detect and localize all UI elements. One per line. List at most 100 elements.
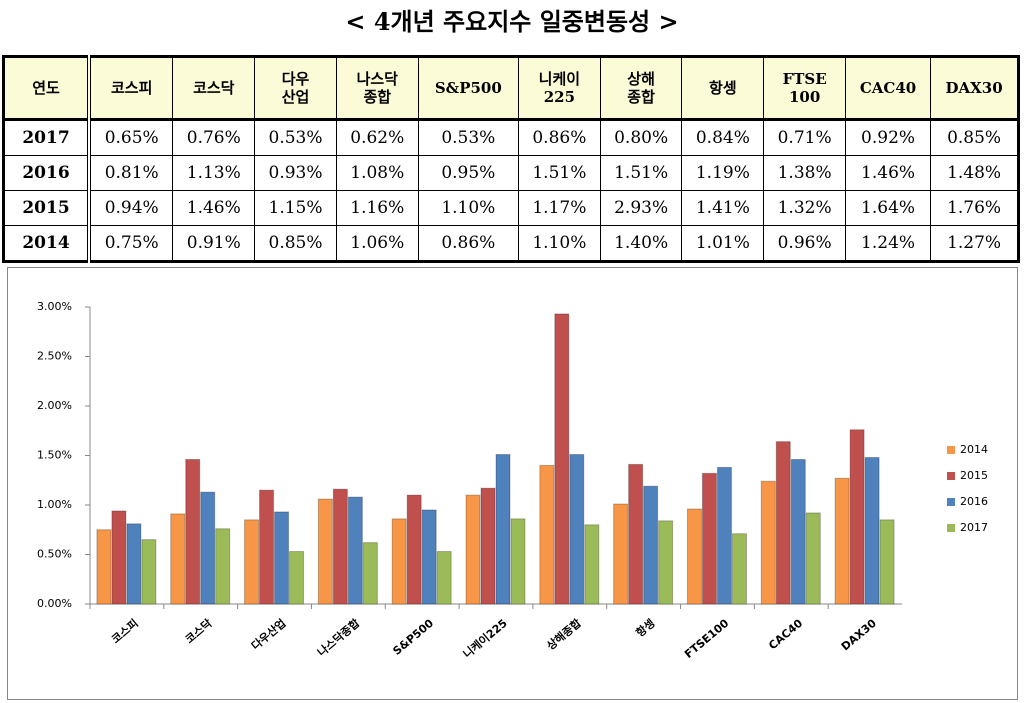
bar (658, 520, 674, 605)
bar (864, 456, 880, 605)
table-cell: 1.10% (417, 190, 519, 226)
bar (613, 503, 629, 605)
bar (96, 529, 112, 605)
table-cell: 0.76% (172, 119, 256, 156)
header-cell: 다우 산업 (254, 56, 337, 121)
bar (421, 509, 437, 605)
bar (111, 510, 127, 605)
header-cell: 연도 (3, 56, 91, 121)
table-cell: 1.19% (681, 155, 765, 191)
header-cell: 코스피 (88, 56, 174, 121)
table-cell: 0.96% (763, 225, 846, 262)
table-cell: 1.76% (930, 190, 1019, 226)
bar (436, 551, 452, 605)
y-tick-label: 0.00% (37, 597, 72, 610)
chart-frame (7, 267, 1018, 700)
table-cell: 0.81% (88, 155, 174, 191)
table-cell: 2014 (3, 225, 91, 262)
table-cell: 1.13% (172, 155, 256, 191)
table-cell: 0.75% (88, 225, 174, 262)
bar (805, 512, 821, 605)
bar (406, 494, 422, 605)
table-row: 2017 0.65% 0.76% 0.53% 0.62% 0.53% 0.86% 0.80% 0… (3, 119, 1019, 156)
header-cell: CAC40 (844, 56, 932, 121)
header-cell: 상해 종합 (599, 56, 683, 121)
table-cell: 0.86% (417, 225, 519, 262)
chart: 0.00%0.50%1.00%1.50%2.00%2.50%3.00%코스피 코스… (7, 267, 1018, 700)
page-title: < 4개년 주요지수 일중변동성 > (345, 7, 679, 36)
header-cell: 코스닥 (172, 56, 256, 121)
legend-swatch (947, 472, 955, 480)
table-cell: 1.10% (517, 225, 601, 262)
legend-label: 2017 (960, 521, 988, 534)
table-cell: 0.94% (88, 190, 174, 226)
table-cell: 1.41% (681, 190, 765, 226)
header-cell: S&P500 (417, 56, 519, 121)
bar (495, 454, 511, 605)
table-cell: 1.64% (844, 190, 932, 226)
bar (289, 551, 305, 605)
bar (465, 494, 481, 605)
table-cell: 0.53% (417, 119, 519, 156)
bar (643, 485, 659, 605)
table-cell: 0.95% (417, 155, 519, 191)
bar (480, 487, 496, 605)
header-cell: 니케이 225 (517, 56, 601, 121)
table-cell: 1.46% (844, 155, 932, 191)
table-cell: 0.84% (681, 119, 765, 156)
table-cell: 0.71% (763, 119, 846, 156)
table-cell: 2015 (3, 190, 91, 226)
bar (215, 528, 231, 605)
header-cell: 나스닥 종합 (335, 56, 419, 121)
table-row: 2014 0.75% 0.91% 0.85% 1.06% 0.86% 1.10% 1.40% 1… (3, 225, 1019, 262)
bar (731, 533, 747, 605)
bar (539, 464, 555, 605)
table-cell: 1.08% (335, 155, 419, 191)
table-cell: 0.53% (254, 119, 337, 156)
header-row: 연도 코스피 코스닥 다우 산업 나스닥 종합 S&P500 니케이 225 상해 종합 항셍 F… (3, 56, 1019, 121)
header-cell: 항셍 (681, 56, 765, 121)
bar (775, 441, 791, 605)
table-cell: 1.06% (335, 225, 419, 262)
bar (834, 477, 850, 605)
table-cell: 1.48% (930, 155, 1019, 191)
table-cell: 1.17% (517, 190, 601, 226)
bar (790, 458, 806, 605)
y-tick-label: 3.00% (37, 300, 72, 313)
y-tick-label: 2.00% (37, 399, 72, 412)
header-cell: DAX30 (930, 56, 1019, 121)
legend-swatch (947, 524, 955, 532)
table-cell: 1.24% (844, 225, 932, 262)
table-cell: 0.80% (599, 119, 683, 156)
table-cell: 0.62% (335, 119, 419, 156)
bar (391, 518, 407, 605)
bar (628, 463, 644, 605)
bar (554, 313, 570, 605)
bar (510, 518, 526, 605)
table-cell: 0.91% (172, 225, 256, 262)
bar (362, 542, 378, 605)
table-cell: 2017 (3, 119, 91, 156)
bar (584, 524, 600, 605)
table-cell: 1.51% (599, 155, 683, 191)
table-cell: 1.40% (599, 225, 683, 262)
table-cell: 1.46% (172, 190, 256, 226)
table-cell: 1.27% (930, 225, 1019, 262)
table-cell: 0.85% (930, 119, 1019, 156)
data-table: 연도 코스피 코스닥 다우 산업 나스닥 종합 S&P500 니케이 225 상해 종합 항셍 F… (2, 55, 1020, 263)
bar (126, 523, 142, 605)
bar (686, 508, 702, 605)
table-cell: 2016 (3, 155, 91, 191)
table-row: 2016 0.81% 1.13% 0.93% 1.08% 0.95% 1.51% 1.51% 1… (3, 155, 1019, 191)
bar (701, 472, 717, 605)
table-cell: 1.32% (763, 190, 846, 226)
y-tick-label: 1.00% (37, 498, 72, 511)
bar (716, 466, 732, 605)
table-cell: 1.16% (335, 190, 419, 226)
bar (347, 496, 363, 605)
header-cell: FTSE 100 (763, 56, 846, 121)
bar (141, 539, 157, 605)
y-tick-label: 2.50% (37, 350, 72, 363)
legend-label: 2015 (960, 469, 988, 482)
